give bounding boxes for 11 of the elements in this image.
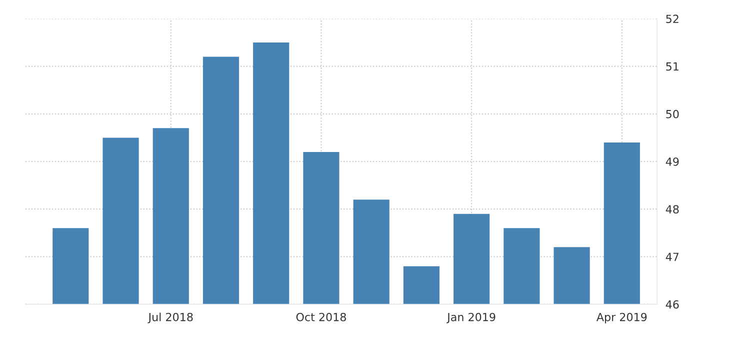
y-tick-label: 48 (666, 205, 679, 214)
x-tick-label: Jul 2018 (148, 312, 193, 324)
y-tick-label: 51 (666, 62, 678, 71)
y-tick-label: 50 (666, 110, 679, 118)
y-tick-label: 46 (666, 300, 679, 309)
x-tick-label: Oct 2018 (296, 312, 346, 322)
y-tick-label: 47 (666, 252, 679, 261)
y-tick-label: 52 (666, 14, 678, 24)
y-tick-label: 49 (666, 157, 679, 166)
x-tick-label: Jan 2019 (446, 312, 496, 324)
x-tick-label: Apr 2019 (596, 312, 647, 324)
